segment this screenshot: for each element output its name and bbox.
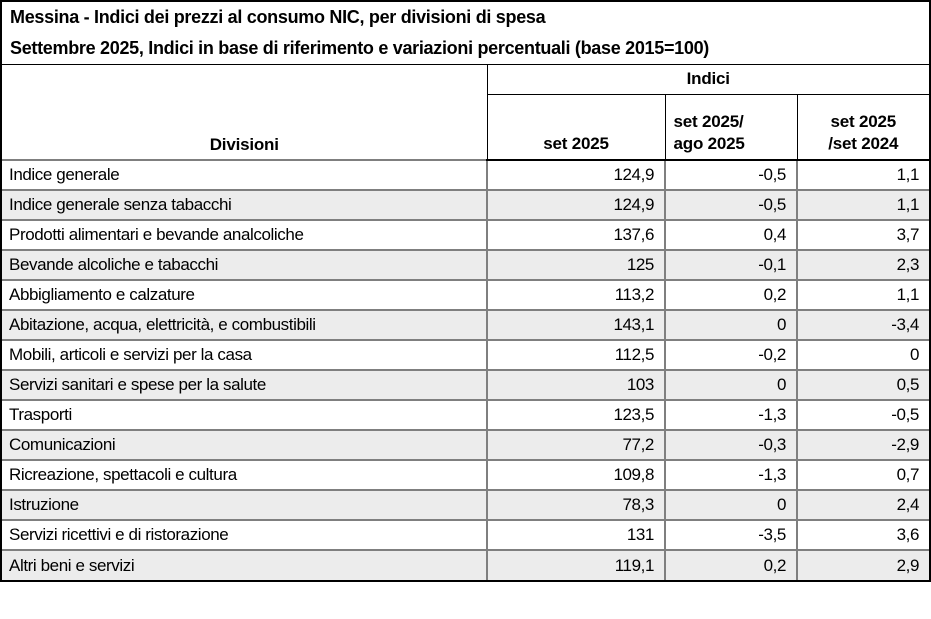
mom-change-cell: 0,2	[664, 549, 798, 580]
yoy-change-cell: -0,5	[796, 399, 929, 431]
index-value-cell: 78,3	[486, 489, 666, 521]
mom-change-cell: 0	[664, 489, 798, 521]
yoy-change-cell: 0	[796, 339, 929, 371]
mom-change-cell: -1,3	[664, 459, 798, 491]
division-cell: Istruzione	[2, 489, 488, 521]
index-value-cell: 131	[486, 519, 666, 551]
division-cell: Ricreazione, spettacoli e cultura	[2, 459, 488, 491]
mom-change-cell: 0	[664, 369, 798, 401]
table-row: Servizi sanitari e spese per la salute 1…	[2, 369, 929, 401]
index-value-cell: 119,1	[486, 549, 666, 580]
table-body: Indice generale 124,9 -0,5 1,1 Indice ge…	[2, 159, 929, 580]
mom-change-cell: -0,1	[664, 249, 798, 281]
division-cell: Indice generale senza tabacchi	[2, 189, 488, 221]
division-cell: Abitazione, acqua, elettricità, e combus…	[2, 309, 488, 341]
yoy-change-cell: 2,9	[796, 549, 929, 580]
table-row: Altri beni e servizi 119,1 0,2 2,9	[2, 549, 929, 580]
table-header: Divisioni Indici set 2025 set 2025/ ago …	[2, 65, 929, 161]
index-value-cell: 77,2	[486, 429, 666, 461]
mom-change-cell: 0,2	[664, 279, 798, 311]
division-cell: Servizi ricettivi e di ristorazione	[2, 519, 488, 551]
table-subtitle: Settembre 2025, Indici in base di riferi…	[10, 38, 709, 58]
index-value-cell: 124,9	[486, 189, 666, 221]
division-cell: Bevande alcoliche e tabacchi	[2, 249, 488, 281]
yoy-change-cell: 0,7	[796, 459, 929, 491]
mom-change-cell: -0,5	[664, 159, 798, 191]
division-cell: Indice generale	[2, 159, 488, 191]
column-header-month-change-line1: set 2025/	[673, 112, 744, 131]
table-row: Comunicazioni 77,2 -0,3 -2,9	[2, 429, 929, 461]
mom-change-cell: -1,3	[664, 399, 798, 431]
column-header-year-change: set 2025 /set 2024	[796, 93, 929, 161]
yoy-change-cell: 2,4	[796, 489, 929, 521]
table-row: Servizi ricettivi e di ristorazione 131 …	[2, 519, 929, 551]
column-header-set-2025-label: set 2025	[543, 134, 609, 153]
column-header-year-change-line2: /set 2024	[828, 134, 899, 153]
yoy-change-cell: 1,1	[796, 189, 929, 221]
table-row: Indice generale senza tabacchi 124,9 -0,…	[2, 189, 929, 221]
index-value-cell: 123,5	[486, 399, 666, 431]
table-row: Ricreazione, spettacoli e cultura 109,8 …	[2, 459, 929, 491]
table-row: Trasporti 123,5 -1,3 -0,5	[2, 399, 929, 431]
column-header-divisioni: Divisioni	[2, 65, 488, 161]
division-cell: Mobili, articoli e servizi per la casa	[2, 339, 488, 371]
mom-change-cell: -0,2	[664, 339, 798, 371]
table-row: Istruzione 78,3 0 2,4	[2, 489, 929, 521]
yoy-change-cell: 3,7	[796, 219, 929, 251]
column-header-row: set 2025 set 2025/ ago 2025 set 2025 /se…	[2, 93, 929, 161]
mom-change-cell: 0	[664, 309, 798, 341]
yoy-change-cell: 1,1	[796, 279, 929, 311]
yoy-change-cell: 1,1	[796, 159, 929, 191]
index-value-cell: 137,6	[486, 219, 666, 251]
division-cell: Abbigliamento e calzature	[2, 279, 488, 311]
price-index-grid: Divisioni Indici set 2025 set 2025/ ago …	[2, 65, 929, 580]
mom-change-cell: 0,4	[664, 219, 798, 251]
consumer-price-index-table: Messina - Indici dei prezzi al consumo N…	[0, 0, 931, 582]
table-title: Messina - Indici dei prezzi al consumo N…	[10, 7, 546, 27]
table-row: Bevande alcoliche e tabacchi 125 -0,1 2,…	[2, 249, 929, 281]
index-value-cell: 124,9	[486, 159, 666, 191]
index-value-cell: 125	[486, 249, 666, 281]
index-value-cell: 113,2	[486, 279, 666, 311]
index-value-cell: 109,8	[486, 459, 666, 491]
column-header-month-change: set 2025/ ago 2025	[664, 93, 798, 161]
yoy-change-cell: 0,5	[796, 369, 929, 401]
division-cell: Trasporti	[2, 399, 488, 431]
table-row: Abbigliamento e calzature 113,2 0,2 1,1	[2, 279, 929, 311]
division-cell: Altri beni e servizi	[2, 549, 488, 580]
index-value-cell: 103	[486, 369, 666, 401]
yoy-change-cell: 2,3	[796, 249, 929, 281]
index-value-cell: 143,1	[486, 309, 666, 341]
column-header-year-change-line1: set 2025	[830, 112, 896, 131]
mom-change-cell: -0,3	[664, 429, 798, 461]
table-row: Indice generale 124,9 -0,5 1,1	[2, 159, 929, 191]
group-header-row: Divisioni Indici	[2, 65, 929, 161]
division-cell: Servizi sanitari e spese per la salute	[2, 369, 488, 401]
division-cell: Comunicazioni	[2, 429, 488, 461]
yoy-change-cell: -3,4	[796, 309, 929, 341]
yoy-change-cell: 3,6	[796, 519, 929, 551]
index-value-cell: 112,5	[486, 339, 666, 371]
group-header-indici: Indici	[486, 65, 929, 95]
column-header-month-change-line2: ago 2025	[673, 134, 745, 153]
table-row: Abitazione, acqua, elettricità, e combus…	[2, 309, 929, 341]
column-header-set-2025: set 2025	[487, 93, 666, 161]
mom-change-cell: -0,5	[664, 189, 798, 221]
division-cell: Prodotti alimentari e bevande analcolich…	[2, 219, 488, 251]
yoy-change-cell: -2,9	[796, 429, 929, 461]
table-row: Mobili, articoli e servizi per la casa 1…	[2, 339, 929, 371]
table-title-block: Messina - Indici dei prezzi al consumo N…	[2, 2, 929, 65]
table-row: Prodotti alimentari e bevande analcolich…	[2, 219, 929, 251]
mom-change-cell: -3,5	[664, 519, 798, 551]
